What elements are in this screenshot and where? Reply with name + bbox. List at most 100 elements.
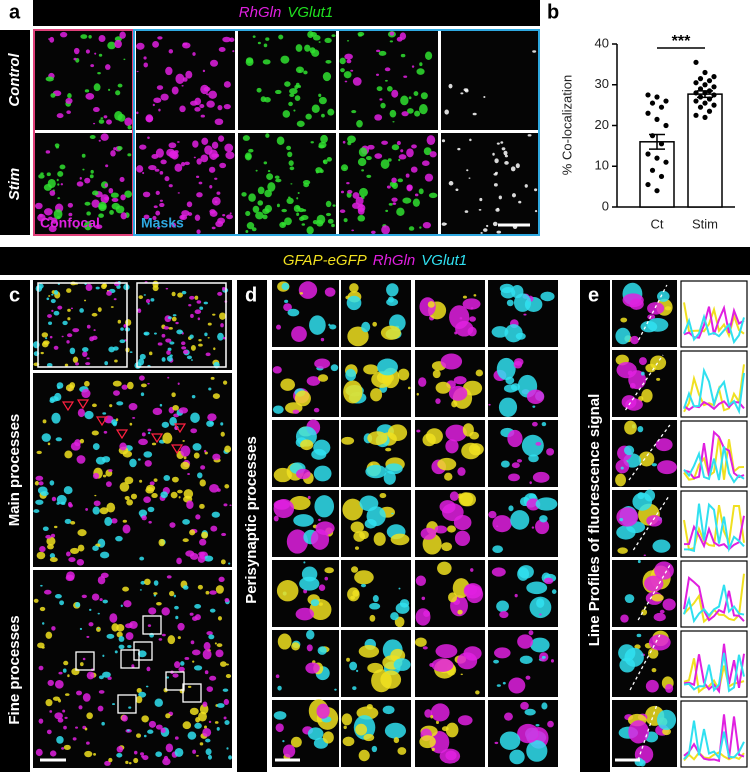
signal-spot (347, 135, 356, 143)
signal-spot (62, 320, 68, 326)
signal-spot (76, 181, 84, 187)
signal-spot (222, 36, 231, 43)
header-a: RhGln VGlut1 (239, 4, 333, 21)
signal-spot (503, 150, 508, 156)
profile-trace (683, 430, 745, 480)
signal-spot (267, 169, 271, 173)
signal-spot (451, 400, 458, 408)
signal-spot (651, 593, 664, 602)
signal-spot (219, 162, 227, 169)
signal-spot (645, 679, 659, 693)
signal-spot (171, 86, 179, 95)
signal-spot (93, 329, 96, 332)
signal-spot (152, 215, 157, 221)
signal-spot (216, 191, 221, 195)
x-tick-label: Ct (651, 216, 664, 231)
signal-spot (124, 476, 134, 485)
signal-spot (421, 160, 430, 166)
signal-spot (301, 223, 306, 226)
signal-spot (120, 212, 127, 220)
signal-spot (504, 161, 509, 165)
signal-spot (49, 480, 55, 486)
signal-spot (248, 193, 256, 202)
signal-spot (444, 472, 453, 481)
signal-spot (194, 604, 202, 609)
signal-spot (415, 575, 427, 587)
signal-spot (297, 84, 302, 89)
signal-spot (121, 384, 128, 390)
bar (639, 141, 675, 208)
signal-spot (167, 376, 170, 379)
signal-spot (147, 432, 151, 435)
signal-spot (318, 584, 326, 591)
signal-spot (639, 357, 647, 366)
signal-spot (412, 198, 420, 207)
signal-spot (222, 336, 226, 340)
signal-spot (386, 298, 399, 307)
signal-spot (535, 519, 550, 535)
signal-spot (302, 209, 307, 212)
signal-spot (192, 660, 195, 663)
signal-spot (97, 307, 102, 312)
signal-spot (33, 598, 39, 603)
signal-spot (500, 141, 504, 144)
signal-spot (105, 481, 112, 487)
signal-spot (98, 34, 106, 43)
roi-box (133, 641, 153, 661)
signal-spot (168, 49, 174, 54)
signal-spot (535, 441, 542, 446)
signal-spot (125, 319, 132, 326)
signal-spot (57, 305, 63, 310)
signal-spot (198, 339, 202, 342)
signal-spot (255, 211, 264, 220)
signal-spot (165, 713, 171, 719)
signal-spot (194, 106, 201, 112)
signal-spot (208, 720, 212, 724)
data-point (697, 104, 704, 110)
signal-spot (446, 525, 456, 533)
signal-spot (182, 440, 185, 442)
signal-spot (160, 491, 168, 499)
signal-spot (203, 301, 208, 305)
data-point (645, 92, 651, 98)
signal-spot (387, 424, 408, 442)
signal-spot (129, 458, 137, 468)
signal-spot (85, 283, 93, 292)
signal-spot (291, 642, 300, 651)
signal-spot (161, 633, 166, 637)
signal-spot (189, 707, 199, 716)
signal-spot (455, 188, 459, 191)
header-word: RhGln (239, 4, 282, 21)
signal-spot (431, 747, 435, 752)
signal-spot (422, 646, 428, 650)
signal-spot (370, 230, 376, 234)
signal-spot (158, 538, 165, 547)
signal-spot (66, 333, 73, 338)
signal-spot (40, 351, 44, 355)
signal-spot (223, 104, 231, 110)
signal-spot (342, 736, 355, 747)
signal-spot (242, 135, 250, 141)
signal-spot (257, 186, 265, 195)
signal-spot (448, 592, 458, 603)
signal-spot (364, 519, 377, 529)
signal-spot (369, 602, 381, 610)
signal-spot (141, 515, 147, 521)
signal-spot (172, 673, 179, 678)
signal-spot (180, 461, 190, 470)
signal-spot (206, 100, 215, 108)
side-bar (237, 280, 267, 772)
signal-spot (462, 423, 474, 437)
signal-spot (49, 750, 57, 757)
signal-spot (651, 463, 657, 467)
signal-spot (306, 644, 313, 652)
signal-spot (202, 69, 206, 73)
signal-spot (316, 703, 330, 719)
signal-spot (130, 493, 138, 500)
signal-spot (630, 335, 639, 345)
signal-spot (66, 340, 70, 344)
signal-spot (496, 142, 500, 145)
signal-spot (211, 226, 216, 230)
signal-spot (296, 468, 311, 480)
signal-spot (72, 356, 79, 363)
